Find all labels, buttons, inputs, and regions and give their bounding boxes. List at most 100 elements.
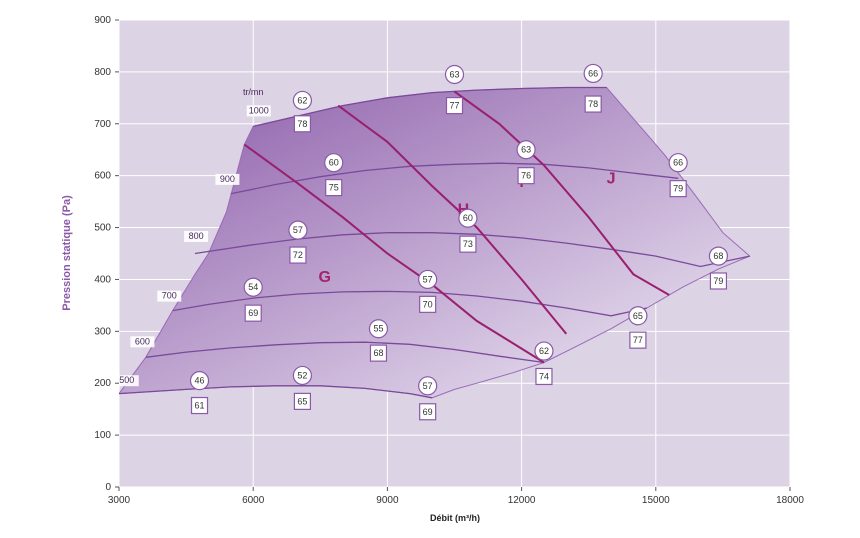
square-marker-value: 74 (539, 371, 549, 381)
square-marker (293, 115, 312, 133)
square-marker (517, 167, 535, 185)
square-marker-value: 75 (329, 183, 339, 193)
square-marker (190, 396, 209, 415)
square-marker-value: 61 (195, 401, 205, 411)
speed-label-bg (114, 375, 139, 387)
square-marker (244, 304, 262, 322)
speed-label-900: 900 (220, 174, 235, 184)
square-marker (709, 272, 728, 290)
square-marker (535, 367, 553, 386)
square-marker (459, 235, 477, 253)
x-tick-label: 15000 (642, 495, 670, 506)
speed-label-bg (246, 105, 271, 117)
y-tick-label: 100 (94, 430, 111, 441)
circle-marker-value: 62 (539, 346, 549, 356)
circle-marker-value: 57 (293, 225, 303, 235)
zone-boundary (243, 143, 545, 364)
square-marker (419, 403, 437, 421)
y-tick-label: 0 (105, 482, 111, 493)
speed-curve-600 (145, 341, 545, 364)
circle-marker (243, 277, 263, 297)
circle-marker-value: 60 (329, 158, 339, 168)
square-marker-value: 77 (449, 101, 459, 111)
y-tick-label: 300 (94, 326, 111, 337)
x-tick-label: 9000 (376, 495, 399, 506)
square-marker (289, 246, 307, 264)
circle-marker-value: 57 (423, 381, 433, 391)
square-marker (629, 331, 647, 349)
speed-unit-label: tr/mn (243, 87, 264, 97)
y-tick-label: 800 (94, 67, 111, 78)
speed-curve-900 (230, 162, 679, 195)
square-marker-value: 65 (297, 396, 307, 406)
circle-marker (444, 64, 465, 85)
y-tick-label: 600 (94, 171, 111, 182)
square-marker-value: 70 (423, 299, 433, 309)
zone-boundary (453, 90, 670, 296)
square-marker-value: 77 (633, 335, 643, 345)
zone-label-J: J (607, 170, 616, 187)
square-marker-value: 68 (373, 348, 383, 358)
circle-marker (516, 140, 536, 160)
square-marker (669, 180, 687, 198)
circle-marker (418, 269, 438, 290)
circle-marker-value: 62 (297, 95, 307, 105)
circle-marker (368, 319, 389, 339)
x-tick-label: 18000 (776, 495, 804, 506)
speed-label-1000: 1000 (249, 105, 269, 115)
square-marker (293, 392, 312, 410)
y-tick-label: 700 (94, 119, 111, 130)
y-tick-label: 400 (94, 274, 111, 285)
square-marker-value: 72 (293, 250, 303, 260)
speed-curves (119, 86, 750, 399)
circle-marker-value: 63 (449, 69, 459, 79)
circle-marker-value: 65 (633, 311, 643, 321)
circle-marker (458, 208, 478, 228)
speed-label-bg (157, 290, 182, 302)
speed-curve-500 (119, 385, 433, 399)
speed-label-bg (215, 173, 240, 185)
circle-marker (324, 153, 344, 173)
circle-marker-value: 46 (195, 376, 205, 386)
y-tick-label: 900 (94, 15, 111, 26)
x-tick-label: 6000 (242, 495, 265, 506)
circle-marker (292, 90, 313, 111)
speed-label-600: 600 (135, 336, 150, 346)
circle-marker-value: 66 (588, 68, 598, 78)
y-axis-label: Pression statique (Pa) (61, 195, 73, 311)
circle-marker-value: 55 (373, 324, 383, 334)
circle-marker-value: 54 (248, 282, 258, 292)
square-marker (419, 295, 437, 313)
square-marker-value: 69 (248, 308, 258, 318)
circle-marker-value: 52 (297, 370, 307, 380)
speed-curve-1000 (253, 86, 607, 128)
square-marker-value: 69 (423, 407, 433, 417)
circle-marker (708, 246, 729, 266)
square-marker (325, 179, 343, 197)
axis-ticks: 3000 6000 9000 12000 15000 18000 0 100 200 300 400… (94, 15, 804, 506)
zone-label-G: G (319, 269, 331, 286)
circle-marker-value: 60 (463, 213, 473, 223)
x-tick-label: 12000 (508, 495, 536, 506)
y-tick-label: 500 (94, 223, 111, 234)
annotations: 1000900800700600500tr/mnGHIJ626366606366… (114, 63, 729, 421)
speed-label-800: 800 (189, 231, 204, 241)
circle-marker-value: 57 (423, 274, 433, 284)
x-axis-label: Débit (m³/h) (430, 513, 480, 523)
circle-marker (583, 63, 603, 84)
y-tick-label: 200 (94, 378, 111, 389)
square-marker-value: 78 (588, 99, 598, 109)
circle-marker (418, 376, 438, 396)
zone-boundary (337, 104, 568, 335)
square-marker-value: 79 (713, 276, 723, 286)
square-marker (369, 344, 388, 362)
zone-boundaries (243, 90, 670, 364)
circle-marker (534, 341, 554, 361)
circle-marker-value: 66 (673, 158, 683, 168)
circle-marker (189, 371, 210, 391)
square-marker-value: 79 (673, 184, 683, 194)
circle-marker (628, 306, 648, 326)
circle-marker (668, 153, 688, 173)
square-marker (445, 97, 464, 115)
